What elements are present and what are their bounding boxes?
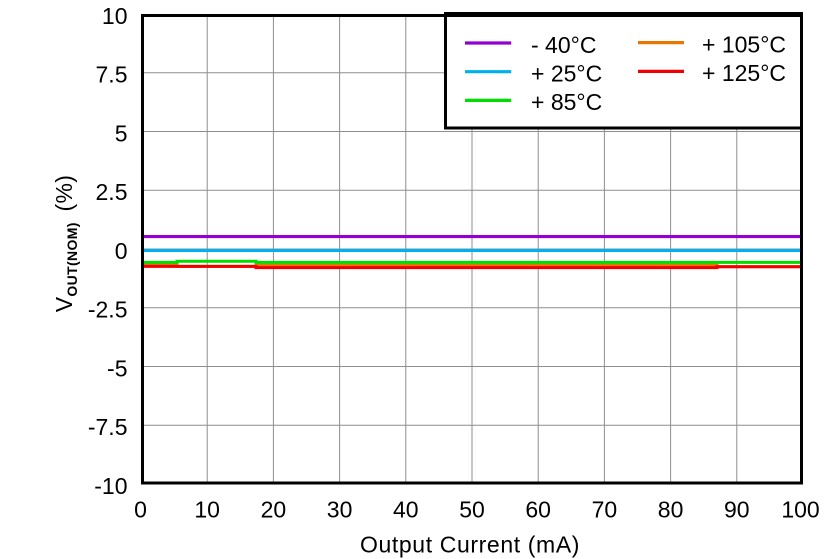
svg-text:80: 80: [658, 497, 684, 523]
svg-text:VOUT(NOM) (%): VOUT(NOM) (%): [51, 175, 80, 313]
svg-text:0: 0: [134, 497, 147, 523]
svg-text:7.5: 7.5: [96, 62, 128, 88]
svg-text:30: 30: [327, 497, 353, 523]
svg-text:100: 100: [781, 497, 819, 523]
svg-text:70: 70: [592, 497, 618, 523]
svg-text:60: 60: [525, 497, 551, 523]
svg-text:-7.5: -7.5: [88, 414, 128, 440]
svg-text:5: 5: [115, 120, 128, 146]
svg-text:50: 50: [459, 497, 485, 523]
svg-text:-2.5: -2.5: [88, 297, 128, 323]
svg-text:- 40°C: - 40°C: [531, 32, 596, 58]
svg-text:40: 40: [393, 497, 419, 523]
svg-text:+ 105°C: + 105°C: [702, 31, 786, 57]
svg-text:90: 90: [724, 497, 750, 523]
svg-text:+ 125°C: + 125°C: [702, 60, 786, 86]
svg-text:2.5: 2.5: [96, 179, 128, 205]
svg-text:10: 10: [102, 3, 128, 29]
svg-text:+ 85°C: + 85°C: [531, 89, 602, 115]
svg-text:20: 20: [261, 497, 287, 523]
svg-text:Output Current (mA): Output Current (mA): [360, 532, 580, 558]
svg-text:-5: -5: [107, 355, 127, 381]
svg-text:0: 0: [115, 238, 128, 264]
svg-text:-10: -10: [94, 473, 127, 499]
svg-text:+ 25°C: + 25°C: [531, 60, 602, 86]
svg-text:10: 10: [194, 497, 220, 523]
